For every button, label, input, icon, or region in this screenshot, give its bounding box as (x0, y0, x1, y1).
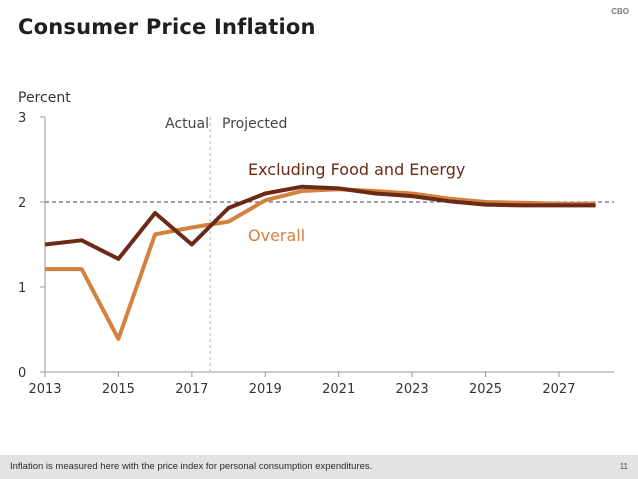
x-tick-label: 2017 (175, 382, 208, 397)
page-number: 11 (619, 462, 628, 471)
y-axis-label: Percent (18, 90, 71, 106)
chart-area: 0 1 2 3 2013 2015 2017 2019 2021 2023 2025 2027 Per… (18, 90, 614, 397)
x-tick-label: 2013 (28, 382, 61, 397)
page-title: Consumer Price Inflation (18, 15, 316, 39)
footnote: Inflation is measured here with the pric… (10, 461, 373, 472)
series-line-overall (45, 187, 596, 341)
series-label-overall: Overall (248, 226, 305, 245)
x-tick-label: 2015 (102, 382, 135, 397)
x-tick-label: 2021 (322, 382, 355, 397)
x-tick-label: 2025 (469, 382, 502, 397)
x-tick-label: 2023 (396, 382, 429, 397)
actual-label: Actual (165, 116, 209, 132)
series-line-excluding-food-energy (44, 184, 596, 261)
x-tick-label: 2019 (249, 382, 282, 397)
cbo-logo-text: CBO (611, 7, 629, 16)
projected-label: Projected (222, 116, 287, 132)
x-tick-label: 2027 (542, 382, 575, 397)
series-label-excluding-food-energy: Excluding Food and Energy (248, 160, 465, 179)
y-tick-label: 3 (18, 111, 26, 126)
y-tick-label: 2 (18, 196, 26, 211)
y-tick-label: 1 (18, 281, 26, 296)
y-tick-label: 0 (18, 366, 26, 381)
footer-bar: Inflation is measured here with the pric… (0, 455, 638, 479)
